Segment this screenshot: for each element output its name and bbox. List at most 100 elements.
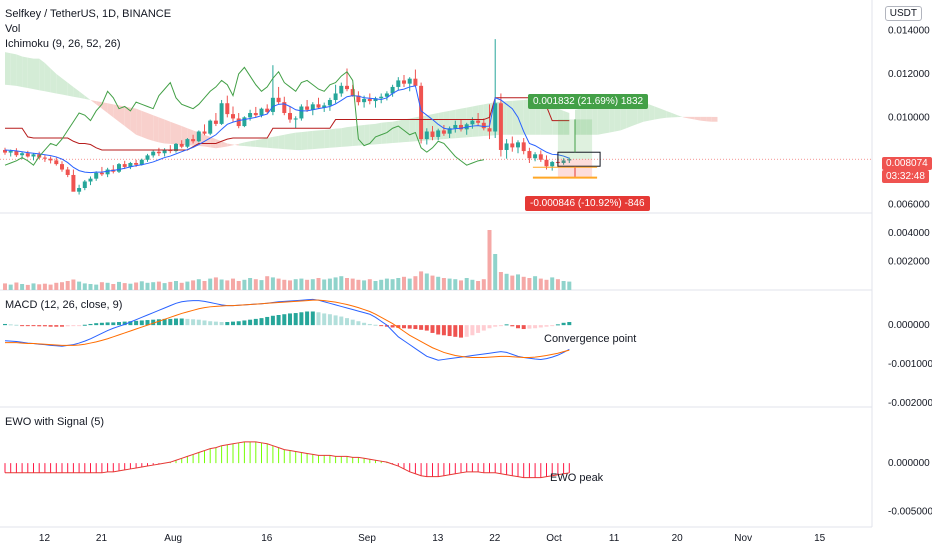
macd-histogram-bar [339,316,344,326]
macd-histogram-bar [510,325,515,327]
kumo-segment [221,141,228,148]
volume-bar [470,279,475,290]
candle-body [88,178,93,182]
volume-bar [350,278,355,290]
volume-bar [299,278,304,290]
kumo-segment [381,122,387,144]
volume-bars [3,230,572,290]
macd-histogram-bar [25,325,30,327]
macd-histogram-bar [345,318,349,326]
volume-bar [111,284,116,290]
candle-body [544,159,549,167]
y-tick-label: 0.014000 [888,25,930,36]
macd-histogram-bar [316,312,321,326]
volume-bar [453,279,458,290]
kumo-segment [352,125,359,147]
volume-bar [510,275,515,290]
volume-bar [367,279,372,290]
candle-body [71,174,76,192]
volume-bar [82,283,87,290]
candle-body [8,151,13,153]
macd-histogram-bar [14,324,19,326]
x-tick-label: 15 [814,533,826,544]
y-tick-label: -0.005000 [888,507,932,518]
volume-bar [88,284,93,290]
volume-legend[interactable]: Vol [5,23,21,35]
ewo-peak-annotation: EWO peak [550,472,604,484]
volume-bar [521,276,526,290]
kumo-segment [164,119,171,144]
kumo-future-segment [603,101,610,134]
macd-histogram-bar [441,325,446,336]
macd-histogram-bar [213,321,218,326]
kumo-segment [449,109,456,139]
volume-bar [196,279,201,290]
volume-bar [305,279,310,290]
macd-histogram-bar [42,325,47,327]
candle-body [196,131,201,142]
macd-histogram-bar [379,325,384,327]
candle-body [202,131,207,134]
ewo-legend[interactable]: EWO with Signal (5) [5,416,105,428]
macd-histogram-bar [196,319,201,326]
candle-body [390,86,395,94]
candle-body [265,108,270,112]
macd-legend[interactable]: MACD (12, 26, close, 9) [5,299,123,311]
kumo-segment [301,131,308,150]
macd-histogram-bar [538,325,543,328]
kumo-segment [130,107,137,135]
ichimoku-legend[interactable]: Ichimoku (9, 26, 52, 26) [5,38,121,50]
candle-body [134,163,139,165]
candle-body [293,118,298,120]
volume-bar [122,283,127,290]
macd-histogram-bar [3,323,7,326]
kumo-segment [518,99,524,135]
macd-histogram-bar [270,315,275,326]
macd-histogram-bar [396,325,401,328]
kumo-segment [557,108,564,135]
volume-bar [185,281,190,290]
volume-bar [424,273,429,290]
kumo-segment [147,113,154,141]
volume-bar [231,278,235,290]
macd-histogram-bar [77,325,82,327]
kumo-segment [466,106,473,138]
candle-body [481,122,486,129]
macd-histogram-bar [407,325,412,329]
volume-bar [504,273,509,290]
volume-bar [179,282,184,290]
macd-histogram-bar [459,325,463,338]
kumo-future-segment [654,106,661,120]
candle-body [356,95,361,103]
macd-histogram-bar [453,325,458,337]
volume-bar [356,279,361,290]
last-price-badge: 0.008074 [882,157,932,170]
currency-button[interactable]: USDT [884,6,922,21]
candle-body [493,103,498,132]
macd-histogram-bar [8,324,13,326]
macd-histogram-bar [550,325,555,327]
volume-bar [156,281,161,290]
macd-panel [3,298,572,361]
kumo-segment [312,130,319,150]
candle-body [31,154,36,157]
symbol-title[interactable]: Selfkey / TetherUS, 1D, BINANCE [5,8,172,20]
volume-bar [413,276,418,290]
macd-histogram-bar [464,325,469,337]
candle-body [333,93,338,100]
macd-histogram-bar [139,320,144,326]
macd-histogram-bar [253,318,258,326]
kumo-segment [50,68,57,94]
volume-bar [516,274,520,290]
drawing-tools[interactable] [532,119,601,179]
candle-body [567,159,572,161]
kumo-segment [96,101,102,109]
tenkan-line [4,85,570,174]
volume-bar [436,276,441,290]
candle-body [299,106,304,119]
kumo-segment [44,63,51,93]
kumo-future-segment [597,101,604,135]
candle-body [117,164,121,172]
kumo-segment [124,106,131,131]
